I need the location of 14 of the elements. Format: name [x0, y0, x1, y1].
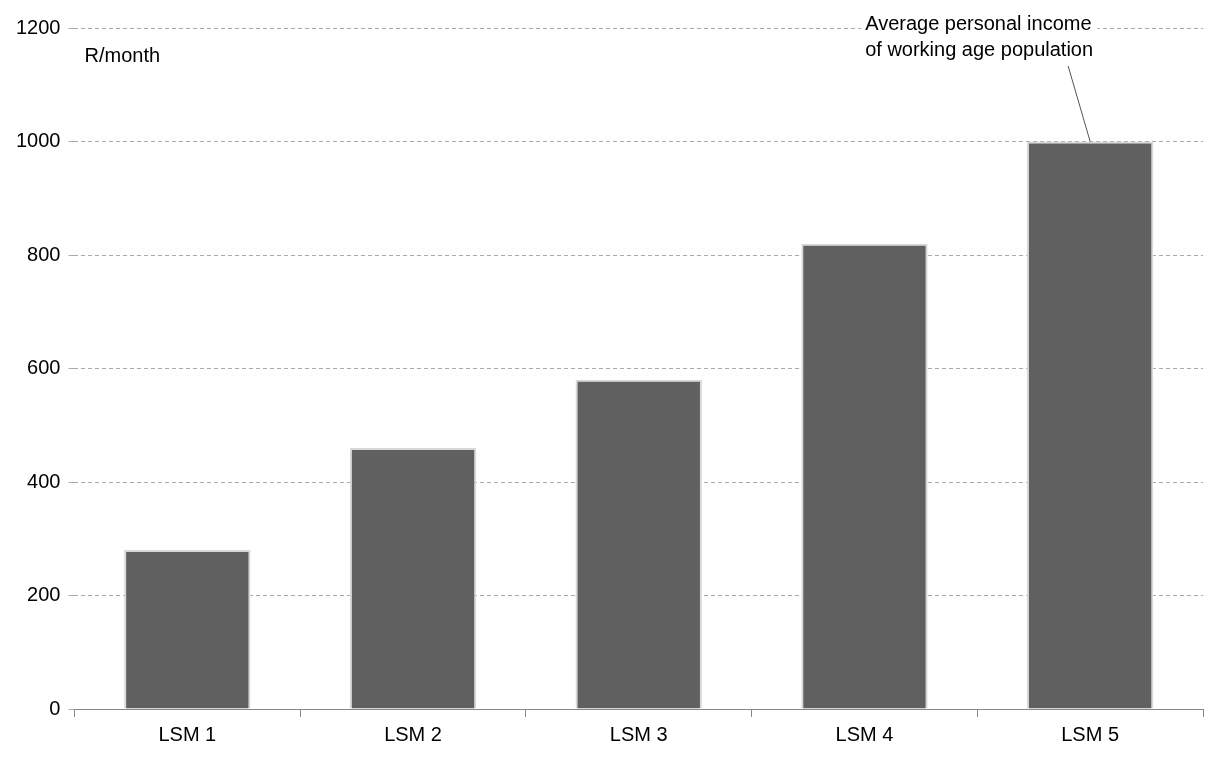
- y-tick-label: 1000: [15, 129, 61, 152]
- annotation: Average personal income of working age population: [865, 11, 1094, 60]
- y-tick-label: 600: [27, 356, 61, 379]
- x-tick-label: LSM 2: [384, 722, 442, 745]
- x-tick-label: LSM 1: [158, 722, 217, 745]
- y-tick-label: 800: [27, 242, 61, 265]
- x-tick-label: LSM 3: [609, 722, 668, 745]
- y-tick-label: 400: [27, 469, 61, 492]
- y-tick-label: 200: [27, 583, 61, 606]
- x-tick-label: LSM 5: [1061, 722, 1120, 745]
- x-tick-label: LSM 4: [835, 722, 894, 745]
- y-tick-label: 1200: [15, 15, 61, 38]
- y-tick-label: 0: [49, 696, 61, 719]
- y-axis-title: R/month: [84, 43, 161, 66]
